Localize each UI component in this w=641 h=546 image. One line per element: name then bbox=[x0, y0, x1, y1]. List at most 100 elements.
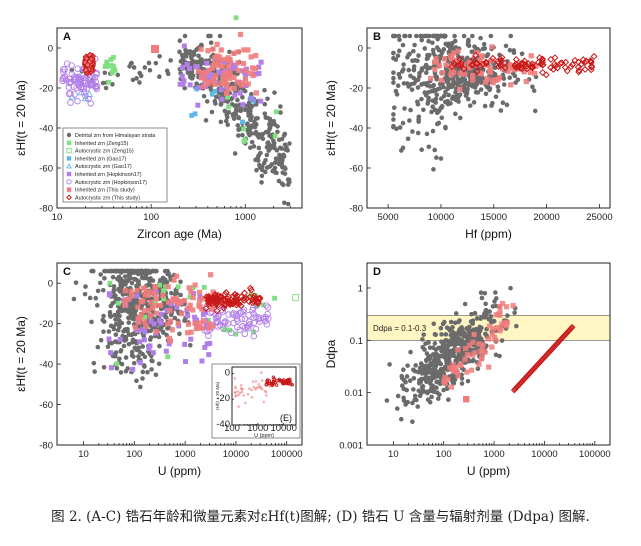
detrital-point bbox=[218, 102, 224, 107]
detrital-point bbox=[265, 115, 270, 121]
y-tick-label: 1 bbox=[358, 283, 363, 294]
hopkinson-inherited-point bbox=[204, 60, 210, 66]
this-study-inherited-point bbox=[501, 320, 507, 326]
x-tick-label: 100000 bbox=[271, 449, 303, 460]
this-study-inherited-point bbox=[143, 289, 150, 295]
detrital-point bbox=[452, 342, 457, 347]
detrital-point bbox=[111, 284, 117, 289]
detrital-point bbox=[444, 357, 450, 363]
detrital-point bbox=[397, 125, 403, 130]
this-study-inherited-point bbox=[199, 325, 205, 331]
this-study-autocrystic-point bbox=[243, 294, 251, 302]
detrital-point bbox=[416, 53, 421, 58]
detrital-point bbox=[240, 94, 245, 100]
this-study-autocrystic-point bbox=[586, 57, 595, 65]
hopkinson-autocrystic-point bbox=[252, 325, 260, 333]
detrital-point bbox=[452, 38, 458, 44]
zeng-inherited-point bbox=[152, 299, 158, 305]
hopkinson-inherited-point bbox=[204, 341, 210, 347]
this-study-inherited-point bbox=[487, 69, 493, 75]
inset-inherited-point bbox=[242, 394, 245, 397]
detrital-point bbox=[505, 313, 510, 318]
detrital-point bbox=[394, 126, 399, 132]
detrital-point bbox=[232, 111, 237, 116]
this-study-inherited-point bbox=[225, 86, 231, 92]
detrital-point bbox=[272, 160, 278, 165]
hopkinson-inherited-point bbox=[157, 317, 163, 323]
detrital-point bbox=[487, 309, 492, 314]
detrital-point bbox=[106, 329, 112, 334]
detrital-point bbox=[407, 378, 413, 383]
detrital-point bbox=[283, 147, 288, 152]
detrital-point bbox=[121, 343, 127, 349]
this-study-inherited-point bbox=[147, 313, 153, 319]
this-study-inherited-point bbox=[471, 331, 477, 338]
detrital-point bbox=[450, 380, 456, 386]
detrital-point bbox=[172, 291, 178, 297]
detrital-point bbox=[256, 145, 262, 151]
detrital-point bbox=[208, 40, 214, 46]
hopkinson-inherited-point bbox=[184, 61, 190, 67]
this-study-inherited-point bbox=[196, 320, 203, 326]
detrital-point bbox=[399, 375, 405, 381]
detrital-point bbox=[391, 75, 396, 81]
inset-inherited-point bbox=[252, 385, 255, 389]
this-study-inherited-point bbox=[222, 56, 228, 62]
this-study-inherited-point bbox=[210, 78, 216, 84]
inset-inherited-point bbox=[237, 405, 240, 408]
hopkinson-inherited-point bbox=[195, 102, 201, 108]
this-study-autocrystic-point bbox=[472, 51, 480, 59]
hopkinson-autocrystic-point bbox=[263, 302, 270, 309]
y-tick-label: -60 bbox=[39, 164, 53, 175]
detrital-point bbox=[117, 356, 122, 362]
inset-inherited-point bbox=[265, 394, 268, 397]
this-study-autocrystic-point bbox=[501, 59, 509, 67]
detrital-point bbox=[443, 66, 449, 72]
this-study-inherited-point bbox=[499, 66, 506, 72]
this-study-autocrystic-point bbox=[235, 300, 243, 308]
zeng-autocrystic-point bbox=[292, 293, 300, 301]
detrital-point bbox=[107, 340, 112, 346]
detrital-point bbox=[431, 321, 437, 327]
detrital-point bbox=[401, 67, 406, 72]
y-tick-label: 0 bbox=[48, 44, 53, 55]
this-study-autocrystic-point bbox=[494, 57, 502, 65]
detrital-point bbox=[436, 108, 442, 114]
detrital-point bbox=[402, 33, 408, 39]
plot-frame bbox=[366, 27, 611, 209]
this-study-autocrystic-point bbox=[240, 294, 248, 302]
this-study-autocrystic-point bbox=[495, 63, 503, 71]
this-study-inherited-point bbox=[235, 67, 242, 74]
detrital-point bbox=[493, 290, 498, 295]
detrital-point bbox=[137, 80, 142, 85]
this-study-inherited-point bbox=[493, 312, 499, 318]
detrital-point bbox=[384, 398, 390, 403]
detrital-point bbox=[391, 80, 396, 85]
panel-b: 5000 10000 15000 20000 25000 -80 -60 -40 -20 0 Hf … bbox=[324, 27, 613, 241]
detrital-point bbox=[470, 33, 475, 39]
detrital-point bbox=[436, 396, 441, 401]
detrital-point bbox=[451, 333, 457, 339]
this-study-autocrystic-point bbox=[208, 300, 216, 308]
detrital-point bbox=[397, 48, 402, 54]
hopkinson-autocrystic-point bbox=[212, 315, 220, 322]
legend-marker bbox=[66, 140, 72, 145]
detrital-point bbox=[141, 333, 147, 339]
hopkinson-inherited-point bbox=[232, 65, 238, 71]
gao-inherited-point bbox=[189, 113, 195, 118]
this-study-inherited-point bbox=[167, 318, 174, 324]
detrital-point bbox=[246, 102, 251, 108]
detrital-point bbox=[442, 319, 447, 325]
detrital-point bbox=[419, 37, 425, 43]
detrital-point bbox=[112, 294, 118, 300]
detrital-point bbox=[213, 101, 218, 106]
detrital-point bbox=[139, 275, 145, 280]
detrital-point bbox=[83, 284, 88, 289]
detrital-point bbox=[436, 47, 442, 53]
detrital-point bbox=[394, 92, 400, 97]
this-study-inherited-point bbox=[432, 59, 438, 65]
detrital-point bbox=[259, 164, 265, 169]
hopkinson-inherited-point bbox=[240, 68, 246, 74]
this-study-autocrystic-point bbox=[547, 64, 555, 72]
detrital-point bbox=[415, 404, 421, 409]
